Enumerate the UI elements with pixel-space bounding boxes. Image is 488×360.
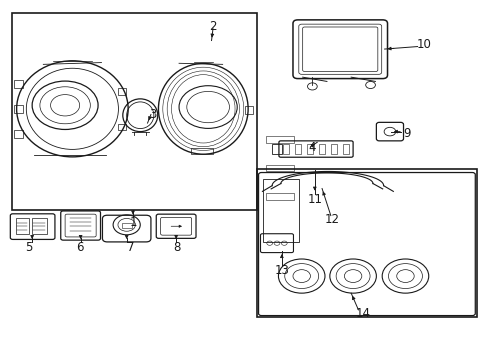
Bar xyxy=(263,179,299,242)
Bar xyxy=(14,130,23,138)
Bar xyxy=(266,165,294,171)
Text: 1: 1 xyxy=(129,216,137,229)
Bar xyxy=(244,106,253,114)
Bar xyxy=(266,136,294,143)
Bar xyxy=(266,193,294,199)
Bar xyxy=(14,105,23,113)
Bar xyxy=(294,144,300,154)
Text: 8: 8 xyxy=(173,241,180,254)
Text: 11: 11 xyxy=(306,193,322,206)
Bar xyxy=(118,88,126,95)
Bar xyxy=(191,148,213,154)
Bar xyxy=(272,144,281,154)
Bar xyxy=(282,144,288,154)
Text: 12: 12 xyxy=(324,213,339,226)
Bar xyxy=(343,144,348,154)
Text: 3: 3 xyxy=(148,108,156,121)
Bar xyxy=(16,219,29,234)
Bar xyxy=(118,124,126,130)
Text: 5: 5 xyxy=(25,241,32,254)
Bar xyxy=(12,13,256,210)
Text: 14: 14 xyxy=(355,307,370,320)
Bar xyxy=(330,144,336,154)
Text: 2: 2 xyxy=(209,21,216,33)
Bar xyxy=(306,144,312,154)
Text: 13: 13 xyxy=(274,264,289,277)
Bar xyxy=(319,144,325,154)
Text: 7: 7 xyxy=(126,241,134,254)
Text: 10: 10 xyxy=(416,38,430,51)
Bar xyxy=(32,219,46,234)
Text: 6: 6 xyxy=(76,241,83,254)
Text: 9: 9 xyxy=(402,127,410,140)
Bar xyxy=(14,80,23,88)
Bar xyxy=(256,169,476,317)
Bar xyxy=(122,223,131,228)
Text: 4: 4 xyxy=(308,141,315,154)
